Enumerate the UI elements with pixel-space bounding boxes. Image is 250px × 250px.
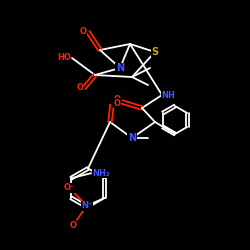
Text: O⁻: O⁻ bbox=[63, 183, 74, 192]
Text: HO: HO bbox=[57, 54, 71, 62]
Text: O: O bbox=[76, 84, 84, 92]
Text: N⁺: N⁺ bbox=[81, 201, 92, 210]
Text: O: O bbox=[114, 98, 120, 108]
Text: NH: NH bbox=[161, 90, 175, 100]
Text: O: O bbox=[70, 221, 76, 230]
Text: O: O bbox=[80, 28, 86, 36]
Text: S: S bbox=[152, 47, 158, 57]
Text: N: N bbox=[116, 63, 124, 73]
Text: O: O bbox=[114, 96, 120, 104]
Text: NH₂: NH₂ bbox=[92, 169, 110, 178]
Text: N: N bbox=[128, 133, 136, 143]
